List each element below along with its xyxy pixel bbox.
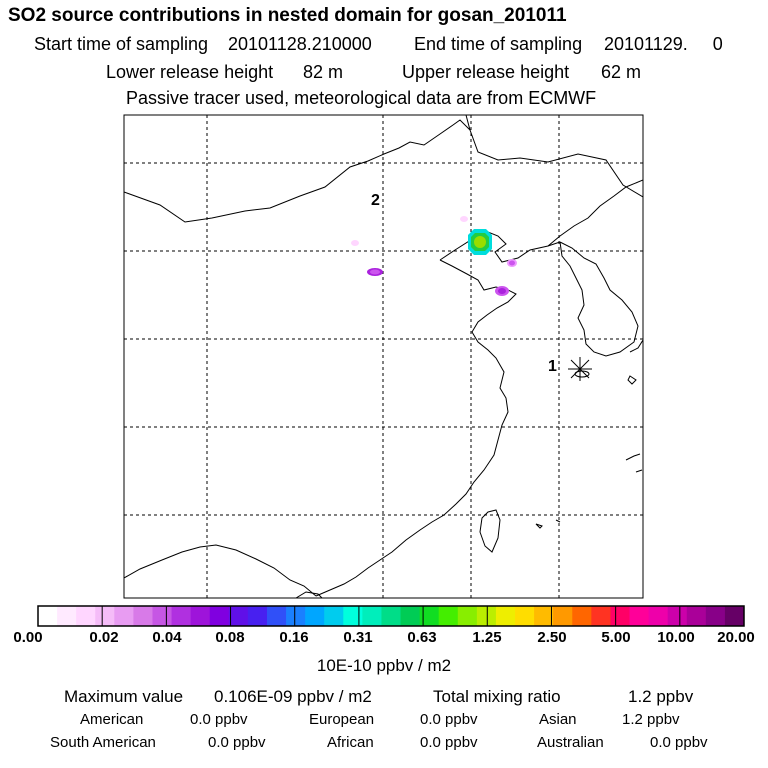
end-time-label: End time of sampling <box>414 34 583 54</box>
region-value: 1.2 ppbv <box>622 711 680 728</box>
source-label: 2 <box>371 192 380 209</box>
region-name: European <box>309 711 375 728</box>
end-time-value: 20101129. 0 <box>604 34 723 54</box>
lower-height-value: 82 m <box>303 62 344 82</box>
colorbar-swatch <box>247 606 268 626</box>
start-time-label: Start time of sampling <box>34 34 209 54</box>
colorbar-swatch <box>152 606 173 626</box>
region-name: American <box>80 711 144 728</box>
colorbar-swatch <box>266 606 287 626</box>
colorbar-swatch <box>419 606 440 626</box>
colorbar-swatch <box>381 606 402 626</box>
colorbar-swatch <box>667 606 688 626</box>
tracer-note: Passive tracer used, meteorological data… <box>126 88 597 108</box>
colorbar-frame <box>37 605 745 627</box>
total-mixing-label: Total mixing ratio <box>433 687 561 706</box>
colorbar-tick-label: 20.00 <box>717 629 755 646</box>
colorbar-swatch <box>228 606 249 626</box>
colorbar-tick-label: 0.31 <box>343 629 373 646</box>
colorbar-swatch <box>57 606 77 626</box>
colorbar-swatch <box>629 606 650 626</box>
plume-patch <box>460 216 468 222</box>
colorbar-swatch <box>362 606 382 626</box>
colorbar-tick-label: 0.16 <box>279 629 309 646</box>
region-name: Australian <box>537 734 604 751</box>
colorbar-swatch <box>114 606 134 626</box>
receptor-marker-icon <box>568 357 592 381</box>
plot-title: SO2 source contributions in nested domai… <box>8 5 567 26</box>
colorbar-swatch <box>534 606 554 626</box>
colorbar-swatch <box>209 606 230 626</box>
map-gridlines <box>124 115 643 598</box>
region-name: African <box>327 734 374 751</box>
colorbar-swatch <box>286 606 306 626</box>
colorbar-swatch <box>38 606 58 626</box>
upper-height-label: Upper release height <box>402 62 570 82</box>
colorbar-unit: 10E-10 ppbv / m2 <box>316 656 452 675</box>
colorbar-tick-label: 5.00 <box>601 629 631 646</box>
colorbar-tick-label: 0.08 <box>215 629 245 646</box>
region-value: 0.0 ppbv <box>420 711 478 728</box>
colorbar-swatch <box>553 606 573 626</box>
colorbar-tick-label: 1.25 <box>472 629 502 646</box>
colorbar-swatch <box>648 606 669 626</box>
max-value-label: Maximum value <box>64 687 184 706</box>
region-name: South American <box>50 734 156 751</box>
colorbar-swatch <box>591 606 611 626</box>
colorbar-swatch <box>305 606 325 626</box>
colorbar-swatch <box>324 606 344 626</box>
colorbar-swatch <box>572 606 592 626</box>
colorbar-swatch <box>705 606 726 626</box>
colorbar <box>38 606 745 626</box>
colorbar-swatch <box>190 606 211 626</box>
colorbar-tick-label: 0.63 <box>407 629 437 646</box>
plume-patches <box>351 216 517 296</box>
total-mixing-value: 1.2 ppbv <box>628 687 694 706</box>
colorbar-swatch <box>438 606 459 626</box>
colorbar-tick-label: 0.04 <box>152 629 182 646</box>
map-frame <box>123 114 644 599</box>
region-name: Asian <box>539 711 577 728</box>
colorbar-tick-label: 0.00 <box>13 629 43 646</box>
colorbar-swatch <box>76 606 96 626</box>
colorbar-swatch <box>686 606 707 626</box>
colorbar-tick-label: 2.50 <box>537 629 567 646</box>
plume-patch <box>498 288 506 294</box>
colorbar-swatch <box>457 606 478 626</box>
region-value: 0.0 ppbv <box>650 734 708 751</box>
plume-patch <box>351 240 359 246</box>
colorbar-swatch <box>495 606 516 626</box>
colorbar-swatch <box>171 606 192 626</box>
colorbar-tick-label: 10.00 <box>657 629 695 646</box>
receptor-label: 1 <box>548 358 557 375</box>
colorbar-swatch <box>724 606 745 626</box>
colorbar-swatch <box>610 606 631 626</box>
colorbar-swatch <box>95 606 115 626</box>
colorbar-swatch <box>343 606 363 626</box>
plume-hotspot-core <box>474 236 486 248</box>
colorbar-swatch <box>400 606 421 626</box>
colorbar-swatch <box>476 606 497 626</box>
upper-height-value: 62 m <box>601 62 642 82</box>
max-value: 0.106E-09 ppbv / m2 <box>214 687 372 706</box>
plume-patch <box>509 260 515 266</box>
lower-height-label: Lower release height <box>106 62 274 82</box>
plume-patch <box>370 269 380 275</box>
region-value: 0.0 ppbv <box>190 711 248 728</box>
colorbar-swatch <box>133 606 153 626</box>
region-value: 0.0 ppbv <box>208 734 266 751</box>
start-time-value: 20101128.210000 <box>228 34 372 54</box>
colorbar-swatch <box>515 606 535 626</box>
colorbar-tick-label: 0.02 <box>89 629 119 646</box>
region-value: 0.0 ppbv <box>420 734 478 751</box>
